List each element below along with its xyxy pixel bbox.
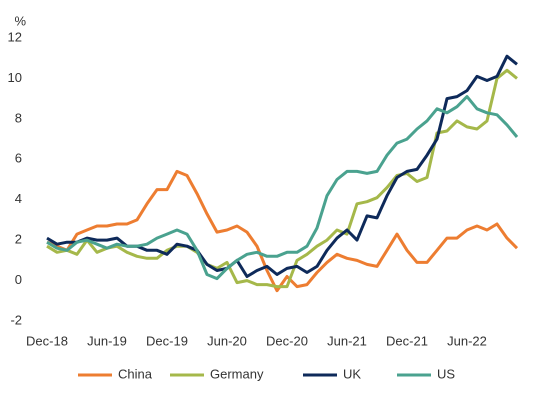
x-tick-label: Dec-18 [26, 333, 68, 348]
y-tick-label: 2 [15, 232, 22, 247]
x-tick-label: Dec-19 [146, 333, 188, 348]
x-tick-label: Jun-20 [207, 333, 247, 348]
y-tick-label: 0 [15, 272, 22, 287]
y-axis-label: % [14, 13, 26, 28]
legend-label: China [118, 366, 153, 381]
y-tick-label: 6 [15, 151, 22, 166]
x-tick-label: Jun-21 [327, 333, 367, 348]
x-tick-label: Dec-20 [266, 333, 308, 348]
y-tick-label: 4 [15, 191, 22, 206]
y-tick-label: -2 [10, 312, 22, 327]
series-line [46, 95, 519, 281]
legend-label: UK [343, 366, 361, 381]
x-tick-label: Jun-19 [87, 333, 127, 348]
x-tick-label: Dec-21 [386, 333, 428, 348]
legend-label: US [437, 366, 455, 381]
x-tick-label: Jun-22 [447, 333, 487, 348]
y-tick-label: 8 [15, 110, 22, 125]
series-line [46, 169, 519, 293]
y-tick-label: 12 [8, 29, 22, 44]
y-tick-label: 10 [8, 70, 22, 85]
legend-label: Germany [210, 366, 264, 381]
